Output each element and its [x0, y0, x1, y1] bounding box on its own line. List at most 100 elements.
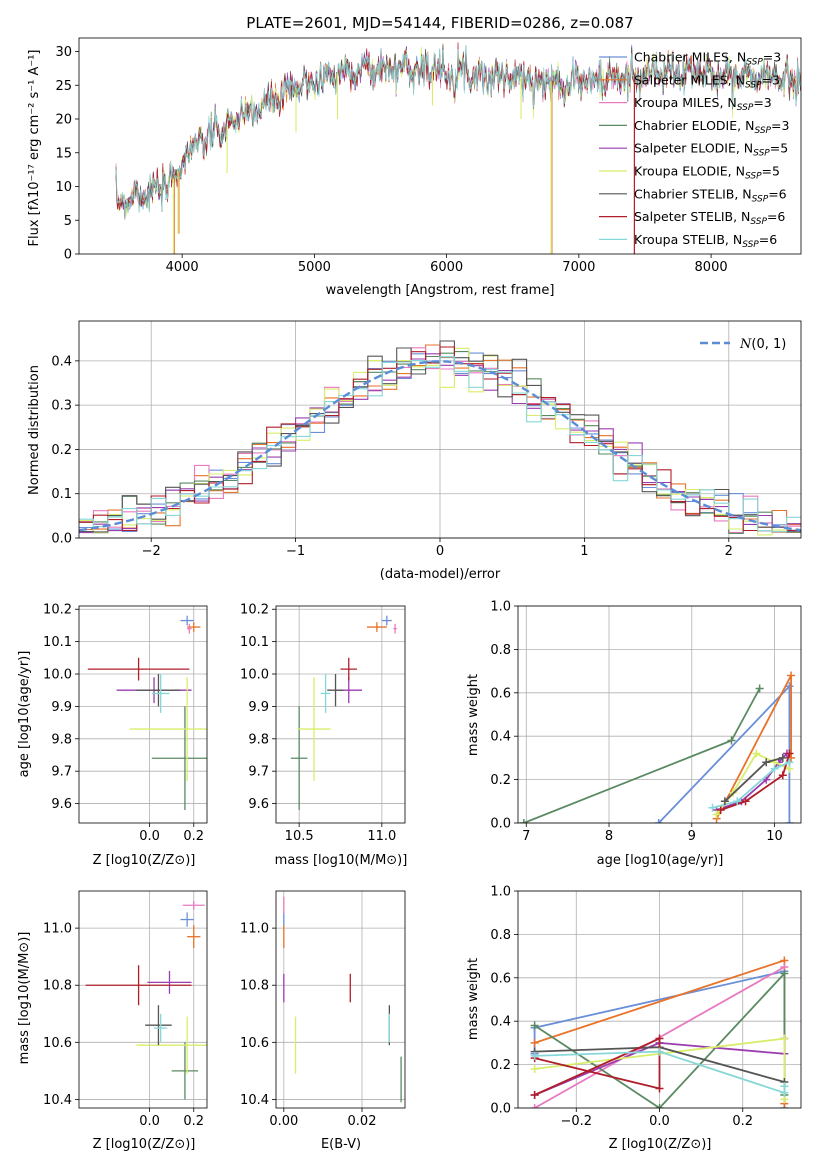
y-tick-label: 5 — [64, 214, 72, 229]
weight-lines — [519, 671, 796, 823]
y-tick-label: 0.2 — [51, 443, 72, 458]
y-tick-label: 0.0 — [490, 817, 511, 832]
mass-age-panel: 10.5 11.0 9.6 9.7 9.8 9.9 10.0 10.1 10.2 — [240, 603, 406, 844]
axes-frame — [78, 890, 208, 1109]
legend-entry: Chabrier STELIB, NSSP=6 — [599, 186, 787, 204]
weight-point-marker — [741, 797, 750, 806]
x-tick-label: −0.2 — [560, 1114, 592, 1129]
grid-lines — [518, 605, 801, 824]
weight-point-marker — [755, 684, 764, 693]
legend-label: Chabrier MILES, NSSP=3 — [634, 50, 781, 68]
histogram-xlabel: (data-model)/error — [380, 567, 501, 582]
legend-label: Salpeter STELIB, NSSP=6 — [634, 209, 785, 227]
y-tick-label: 15 — [55, 146, 72, 161]
x-tick-label: −1 — [286, 544, 305, 559]
error-bar-point — [151, 674, 170, 713]
weight-point-marker — [530, 1038, 539, 1047]
weight-point-marker — [530, 1064, 539, 1073]
y-tick-label: 0.8 — [490, 928, 511, 943]
y-tick-label: 10.8 — [43, 979, 72, 994]
weight-point-marker — [785, 749, 794, 758]
y-tick-label: 10.2 — [43, 603, 72, 618]
error-bar-point — [85, 965, 192, 1006]
error-bar-point — [136, 1016, 207, 1074]
y-tick-label: 9.7 — [248, 765, 269, 780]
histogram-steps — [79, 340, 801, 536]
error-bar-point — [366, 622, 387, 632]
y-tick-label: 0.1 — [51, 487, 72, 502]
x-tick-label: 0.0 — [649, 1114, 670, 1129]
y-tick-label: 0.2 — [490, 773, 511, 788]
weight-point-marker — [654, 819, 663, 823]
x-tick-label: 0 — [436, 544, 444, 559]
mass-age-xlabel: mass [log10(M/M⊙)] — [275, 853, 408, 868]
weight-point-marker — [752, 749, 761, 758]
weight-point-marker — [655, 1034, 664, 1043]
legend-label: Chabrier ELODIE, NSSP=3 — [634, 118, 789, 136]
x-tick-label: 7000 — [562, 260, 595, 275]
grid-lines — [79, 891, 207, 1108]
y-tick-label: 30 — [55, 45, 72, 60]
error-bar-point — [381, 615, 392, 626]
y-tick-label: 1.0 — [490, 885, 511, 900]
legend-label: Kroupa ELODIE, NSSP=5 — [634, 164, 780, 182]
weight-point-marker — [762, 758, 771, 767]
y-tick-label: 10.6 — [43, 1036, 72, 1051]
y-tick-label: 9.9 — [248, 700, 269, 715]
axes-frame — [78, 37, 802, 255]
x-tick-label: 10 — [766, 829, 783, 844]
error-bar-point — [340, 657, 358, 681]
legend-entry: Salpeter STELIB, NSSP=6 — [599, 209, 785, 227]
legend-entry: Kroupa STELIB, NSSP=6 — [599, 232, 777, 250]
error-bars — [85, 900, 207, 1100]
x-tick-label: 0.2 — [732, 1114, 753, 1129]
error-bar-point — [180, 912, 194, 927]
weight-point-marker — [780, 1082, 789, 1091]
legend-label: Kroupa STELIB, NSSP=6 — [634, 232, 777, 250]
weight-point-marker — [727, 736, 736, 745]
y-ticks: 0.0 0.2 0.4 0.6 0.8 1.0 — [490, 885, 518, 1117]
error-bar-point — [182, 900, 205, 910]
y-tick-label: 10.2 — [240, 603, 269, 618]
x-tick-label: 0.00 — [269, 1114, 298, 1129]
weight-point-marker — [712, 810, 721, 819]
axes-frame — [78, 605, 208, 824]
y-tick-label: 9.9 — [51, 700, 72, 715]
error-bar-point — [87, 657, 190, 681]
y-tick-label: 10.6 — [240, 1036, 269, 1051]
x-tick-label: −2 — [142, 544, 161, 559]
weight-point-marker — [708, 803, 717, 812]
histogram-series — [79, 346, 801, 533]
metallicity-mass-panel: 0.0 0.2 10.4 10.6 10.8 11.0 — [43, 890, 208, 1129]
x-ticks: 0.0 0.2 — [139, 823, 204, 844]
axes-frame — [78, 320, 802, 539]
weight-point-marker — [778, 753, 787, 762]
y-tick-label: 0.8 — [490, 643, 511, 658]
y-ticks: 9.6 9.7 9.8 9.9 10.0 10.1 10.2 — [43, 603, 79, 812]
error-bar-point — [151, 706, 207, 811]
x-tick-label: 0.0 — [139, 1114, 160, 1129]
x-tick-label: 10.5 — [285, 829, 314, 844]
histogram-ylabel: Normed distribution — [27, 365, 42, 495]
y-tick-label: 0.2 — [490, 1058, 511, 1073]
x-tick-label: 2 — [725, 544, 733, 559]
error-bar-point — [136, 674, 181, 707]
error-bar-point — [290, 706, 308, 811]
x-tick-label: 8 — [605, 829, 613, 844]
legend-label: Chabrier STELIB, NSSP=6 — [634, 186, 787, 204]
x-ticks: 0.0 0.2 — [139, 1108, 204, 1129]
weight-point-marker — [733, 797, 742, 806]
weight-point-marker — [780, 1034, 789, 1043]
weight-point-marker — [655, 1047, 664, 1056]
legend-label: Salpeter ELODIE, NSSP=5 — [634, 141, 788, 159]
error-bar-point — [154, 1013, 168, 1043]
error-bar-point — [147, 970, 192, 994]
legend-entry: Salpeter ELODIE, NSSP=5 — [599, 141, 788, 159]
y-tick-label: 11.0 — [240, 922, 269, 937]
x-tick-label: 6000 — [430, 260, 463, 275]
y-ticks: 9.6 9.7 9.8 9.9 10.0 10.1 10.2 — [240, 603, 276, 812]
weight-series-line — [715, 674, 792, 820]
weight-point-marker — [716, 805, 725, 814]
error-bar-point — [145, 1005, 172, 1046]
weight-point-marker — [530, 1021, 539, 1030]
